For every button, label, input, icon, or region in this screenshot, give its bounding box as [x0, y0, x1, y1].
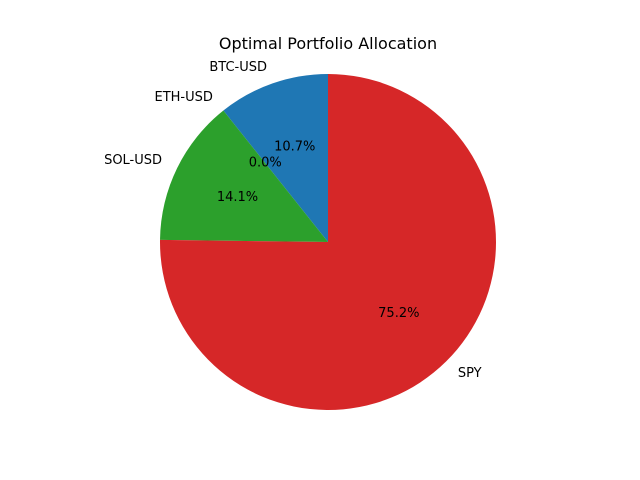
slice-percent-eth-usd: 0.0%: [249, 156, 282, 171]
slice-percent-btc-usd: 10.7%: [274, 139, 315, 154]
slice-percent-sol-usd: 14.1%: [217, 190, 258, 205]
chart-title: Optimal Portfolio Allocation: [219, 34, 437, 53]
pie-labels: BTC-USD 10.7% ETH-USD 0.0% SOL-USD 14.1% SPY 75…: [104, 60, 482, 381]
slice-label-sol-usd: SOL-USD: [104, 153, 162, 168]
pie-slice-sol-usd: [160, 110, 328, 242]
slice-percent-spy: 75.2%: [378, 306, 419, 321]
slice-label-btc-usd: BTC-USD: [209, 60, 267, 75]
pie-slice-btc-usd: [223, 74, 328, 242]
slice-label-spy: SPY: [458, 366, 482, 381]
slice-label-eth-usd: ETH-USD: [155, 90, 213, 105]
pie-slices: [160, 74, 496, 410]
pie-slice-spy: [160, 74, 496, 410]
